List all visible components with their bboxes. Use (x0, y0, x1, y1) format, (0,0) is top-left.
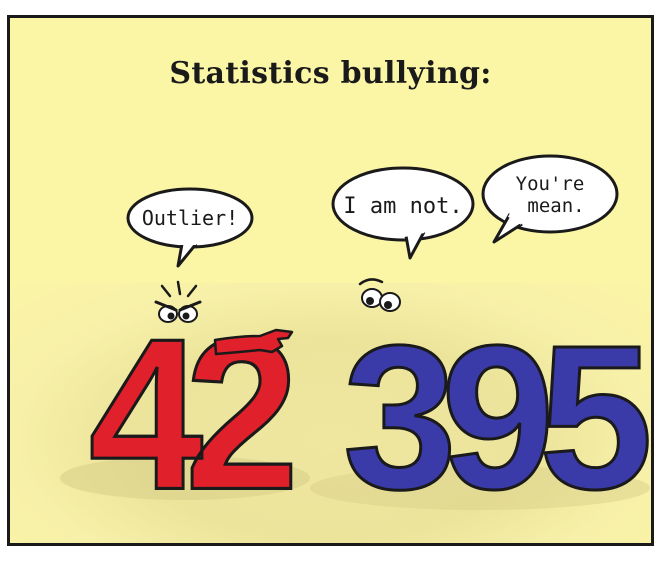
bubble-outlier-text: Outlier! (142, 206, 238, 230)
bubble-youre-mean-line2: mean. (527, 195, 584, 217)
speech-bubble-youre-mean: You're mean. (481, 154, 619, 244)
number-395-character: 395 (341, 278, 651, 534)
number-42-character: 42 (87, 280, 311, 536)
number-395: 395 (343, 303, 648, 532)
angry-eyes (154, 280, 202, 323)
bubble-i-am-not-text: I am not. (343, 194, 462, 219)
speech-bubble-outlier: Outlier! (126, 187, 254, 268)
shadow-395 (310, 466, 650, 510)
pointing-hand (213, 328, 294, 356)
number-42: 42 (89, 294, 291, 535)
worried-eyes (358, 278, 401, 312)
comic-illustration: Outlier! I am not. You're mean. 42 (60, 154, 651, 536)
bubble-youre-mean-line1: You're (516, 173, 585, 195)
comic-title: Statistics bullying: (169, 56, 492, 91)
shadow-42 (60, 456, 310, 500)
comic-panel: Statistics bullying: Outlier! I am not. … (7, 15, 654, 546)
speech-bubble-i-am-not: I am not. (331, 166, 475, 260)
